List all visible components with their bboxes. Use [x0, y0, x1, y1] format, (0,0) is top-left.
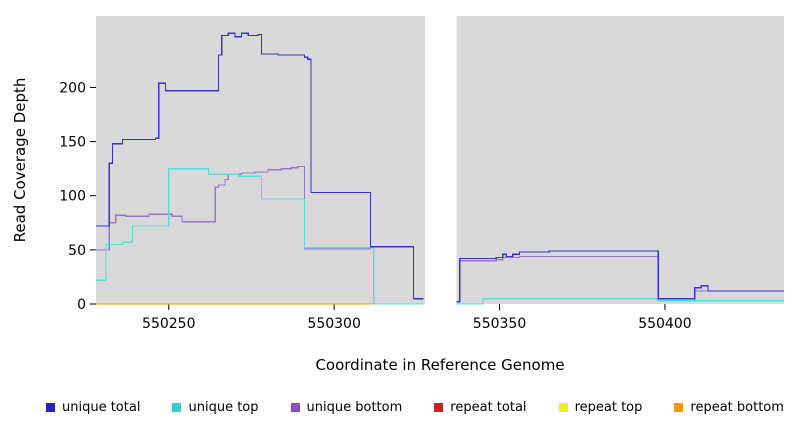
y-tick-label: 0	[77, 297, 86, 313]
legend-swatch	[434, 403, 444, 412]
y-tick-label: 100	[59, 189, 86, 205]
series-line-unique-total	[456, 250, 784, 303]
y-axis-title: Read Coverage Depth	[11, 77, 29, 243]
series-line-unique-top	[96, 168, 424, 305]
y-tick-label: 50	[68, 243, 86, 259]
legend-swatch	[46, 403, 55, 412]
legend-item: repeat total	[434, 400, 527, 415]
legend-item: unique total	[46, 400, 140, 415]
legend-label: repeat top	[574, 400, 643, 415]
legend-item: repeat bottom	[674, 400, 784, 415]
y-tick-label: 200	[59, 80, 86, 96]
legend-label: unique total	[62, 400, 141, 415]
x-tick-label: 550350	[473, 316, 526, 332]
y-tick-label: 150	[59, 135, 86, 151]
series-line-unique-total	[96, 32, 424, 300]
x-tick-label: 550300	[307, 316, 360, 332]
legend-swatch	[674, 403, 684, 412]
series-line-unique-top	[456, 297, 784, 305]
legend-item: unique top	[172, 400, 259, 415]
legend-swatch	[558, 403, 568, 412]
coverage-gap-band	[425, 16, 457, 304]
legend-label: repeat bottom	[690, 400, 784, 415]
legend-item: unique bottom	[290, 400, 403, 415]
legend-swatch	[172, 403, 182, 412]
x-tick-label: 550400	[638, 316, 691, 332]
legend-label: unique bottom	[306, 400, 403, 415]
x-axis-title: Coordinate in Reference Genome	[315, 356, 565, 374]
x-tick-label: 550250	[142, 316, 195, 332]
legend-item: repeat top	[558, 400, 643, 415]
legend-swatch	[290, 403, 300, 412]
legend-label: repeat total	[450, 400, 527, 415]
legend: unique total unique top unique bottom repea…	[46, 400, 784, 415]
legend-label: unique top	[188, 400, 259, 415]
